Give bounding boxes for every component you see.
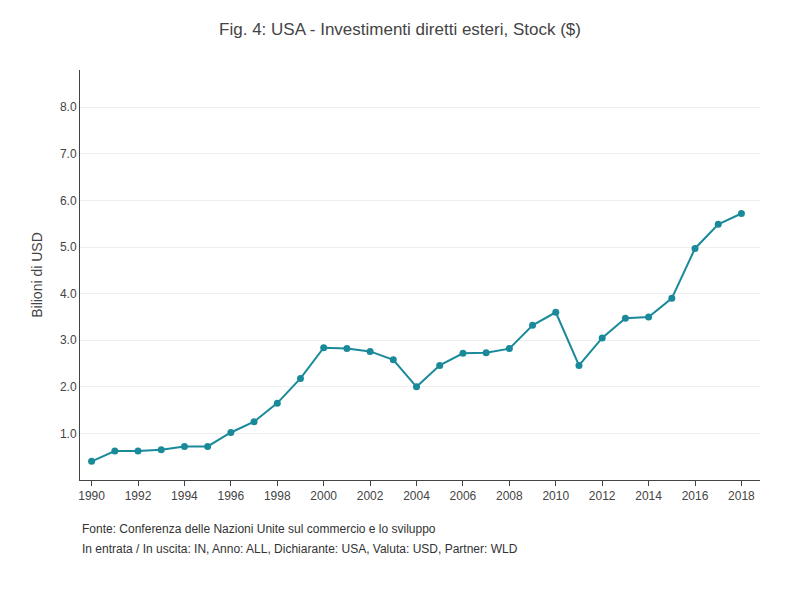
svg-text:1.0: 1.0 [60,427,77,441]
svg-text:2000: 2000 [310,489,337,503]
svg-text:Fonte: Conferenza delle Nazion: Fonte: Conferenza delle Nazioni Unite su… [82,522,436,536]
svg-text:2004: 2004 [403,489,430,503]
svg-text:In entrata / In uscita: IN, An: In entrata / In uscita: IN, Anno: ALL, D… [82,542,518,556]
svg-text:1992: 1992 [125,489,152,503]
svg-text:2018: 2018 [728,489,755,503]
svg-text:2016: 2016 [682,489,709,503]
svg-text:2006: 2006 [450,489,477,503]
svg-text:7.0: 7.0 [60,147,77,161]
svg-text:1990: 1990 [78,489,105,503]
svg-text:2002: 2002 [357,489,384,503]
svg-text:1994: 1994 [171,489,198,503]
svg-text:2008: 2008 [496,489,523,503]
svg-text:2014: 2014 [635,489,662,503]
svg-text:2012: 2012 [589,489,616,503]
svg-text:5.0: 5.0 [60,240,77,254]
svg-text:6.0: 6.0 [60,194,77,208]
svg-text:8.0: 8.0 [60,100,77,114]
svg-text:1998: 1998 [264,489,291,503]
svg-text:2010: 2010 [542,489,569,503]
svg-text:1996: 1996 [217,489,244,503]
svg-text:3.0: 3.0 [60,333,77,347]
svg-text:Bilioni di USD: Bilioni di USD [29,232,45,318]
svg-text:Fig. 4: USA - Investimenti dir: Fig. 4: USA - Investimenti diretti ester… [219,20,581,39]
svg-text:2.0: 2.0 [60,380,77,394]
svg-text:4.0: 4.0 [60,287,77,301]
